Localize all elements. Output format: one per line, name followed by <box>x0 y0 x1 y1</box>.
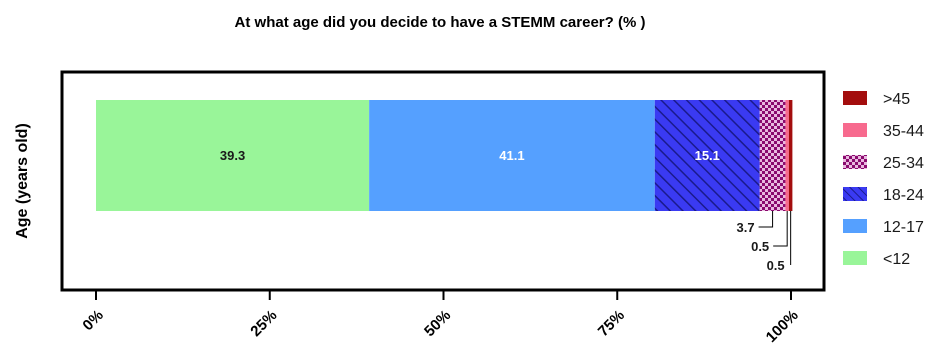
callout-line-35-44 <box>773 211 788 247</box>
legend-label-25-34: 25-34 <box>883 155 924 172</box>
x-tick-label: 100% <box>763 307 802 346</box>
data-label-35-44: 0.5 <box>751 239 769 254</box>
callouts: 3.7 0.5 0.5 <box>737 211 792 273</box>
x-tick-label: 0% <box>79 307 106 334</box>
legend-label-12-17: 12-17 <box>883 219 924 236</box>
legend: >45 35-44 25-34 18-24 12-17 <12 <box>843 91 924 268</box>
stacked-bar: 39.3 41.1 15.1 <box>96 100 793 211</box>
bar-segment-under-12 <box>96 100 370 211</box>
x-axis: 0% 25% 50% 75% 100% <box>79 291 802 346</box>
data-label-12-17: 41.1 <box>499 148 524 163</box>
legend-swatch-25-34 <box>843 155 867 169</box>
legend-label-35-44: 35-44 <box>883 123 924 140</box>
legend-swatch-under-12 <box>843 251 867 265</box>
legend-swatch-12-17 <box>843 219 867 233</box>
legend-swatch-18-24 <box>843 187 867 201</box>
legend-label-18-24: 18-24 <box>883 187 924 204</box>
x-tick-label: 75% <box>595 307 628 340</box>
legend-label-under-12: <12 <box>883 251 910 268</box>
bar-segment-over-45 <box>788 100 793 211</box>
x-tick-label: 25% <box>247 307 280 340</box>
bar-segment-18-24 <box>654 100 760 211</box>
data-label-25-34: 3.7 <box>737 220 755 235</box>
legend-swatch-over-45 <box>843 91 867 105</box>
bar-segment-25-34 <box>759 100 786 211</box>
plot-frame <box>60 70 826 292</box>
legend-swatch-35-44 <box>843 123 867 137</box>
chart-title: At what age did you decide to have a STE… <box>235 14 646 31</box>
callout-line-25-34 <box>758 211 774 228</box>
data-label-over-45: 0.5 <box>767 258 785 273</box>
legend-label-over-45: >45 <box>883 91 910 108</box>
y-axis-label: Age (years old) <box>14 123 31 239</box>
bar-segment-12-17 <box>369 100 655 211</box>
data-label-18-24: 15.1 <box>695 148 720 163</box>
data-label-under-12: 39.3 <box>220 148 245 163</box>
x-tick-label: 50% <box>421 307 454 340</box>
bar-segment-35-44 <box>785 100 789 211</box>
